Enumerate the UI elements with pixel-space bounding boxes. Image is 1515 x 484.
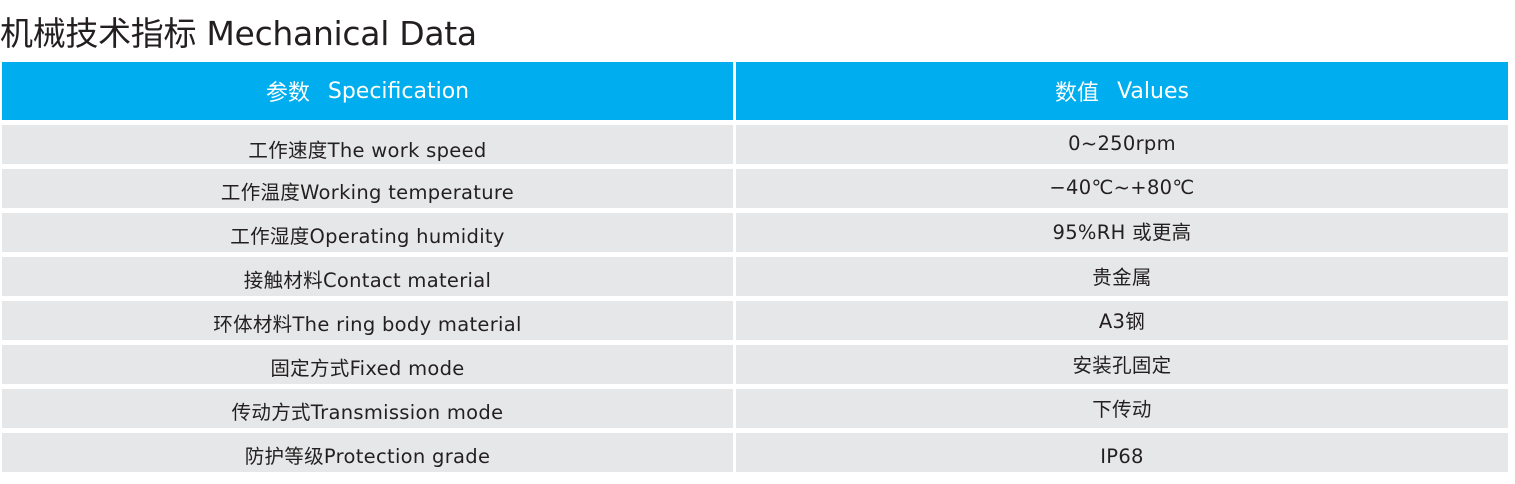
- value-cell: 95%RH 或更高: [736, 213, 1508, 252]
- spec-label: 传动方式Transmission mode: [231, 401, 504, 424]
- spec-label: 工作湿度Operating humidity: [230, 225, 505, 248]
- spec-value: 0~250rpm: [1068, 132, 1176, 155]
- table-header-row: 参数 Specification 数值 Values: [2, 62, 1508, 120]
- spec-label: 接触材料Contact material: [243, 269, 492, 292]
- spec-cell: 防护等级Protection grade: [2, 433, 733, 472]
- spec-cell: 工作温度Working temperature: [2, 169, 733, 208]
- spec-value: 贵金属: [1092, 266, 1152, 289]
- table-row: 固定方式Fixed mode 安装孔固定: [2, 345, 1508, 384]
- value-cell: −40℃~+80℃: [736, 169, 1508, 208]
- table-row: 工作温度Working temperature −40℃~+80℃: [2, 169, 1508, 208]
- spec-cell: 环体材料The ring body material: [2, 301, 733, 340]
- spec-cell: 接触材料Contact material: [2, 257, 733, 296]
- table-row: 环体材料The ring body material A3钢: [2, 301, 1508, 340]
- spec-cell: 工作湿度Operating humidity: [2, 213, 733, 252]
- value-cell: 0~250rpm: [736, 125, 1508, 164]
- value-cell: 下传动: [736, 389, 1508, 428]
- header-values-cn: 数值: [1055, 81, 1100, 106]
- table-row: 传动方式Transmission mode 下传动: [2, 389, 1508, 428]
- value-cell: 安装孔固定: [736, 345, 1508, 384]
- table-row: 接触材料Contact material 贵金属: [2, 257, 1508, 296]
- spec-value: 下传动: [1092, 398, 1152, 421]
- header-spec-cn: 参数: [265, 81, 310, 106]
- spec-label: 工作温度Working temperature: [220, 181, 515, 204]
- table-row: 防护等级Protection grade IP68: [2, 433, 1508, 472]
- value-cell: A3钢: [736, 301, 1508, 340]
- spec-cell: 传动方式Transmission mode: [2, 389, 733, 428]
- spec-value: IP68: [1100, 445, 1144, 468]
- spec-label: 环体材料The ring body material: [213, 313, 522, 336]
- spec-label: 固定方式Fixed mode: [270, 357, 465, 380]
- spec-value: 95%RH 或更高: [1052, 221, 1192, 244]
- value-cell: 贵金属: [736, 257, 1508, 296]
- page-title: 机械技术指标 Mechanical Data: [0, 14, 477, 53]
- spec-cell: 工作速度The work speed: [2, 125, 733, 164]
- spec-cell: 固定方式Fixed mode: [2, 345, 733, 384]
- header-values-en: Values: [1117, 78, 1189, 104]
- value-cell: IP68: [736, 433, 1508, 472]
- spec-label: 工作速度The work speed: [248, 139, 487, 162]
- spec-value: −40℃~+80℃: [1049, 176, 1195, 199]
- header-values: 数值 Values: [736, 62, 1508, 120]
- table-row: 工作速度The work speed 0~250rpm: [2, 125, 1508, 164]
- mechanical-data-table: 参数 Specification 数值 Values 工作速度The work sp…: [2, 62, 1508, 472]
- spec-label: 防护等级Protection grade: [244, 445, 491, 468]
- table-row: 工作湿度Operating humidity 95%RH 或更高: [2, 213, 1508, 252]
- spec-value: A3钢: [1098, 310, 1146, 333]
- header-spec-en: Specification: [327, 78, 470, 104]
- spec-value: 安装孔固定: [1072, 354, 1172, 377]
- header-specification: 参数 Specification: [2, 62, 733, 120]
